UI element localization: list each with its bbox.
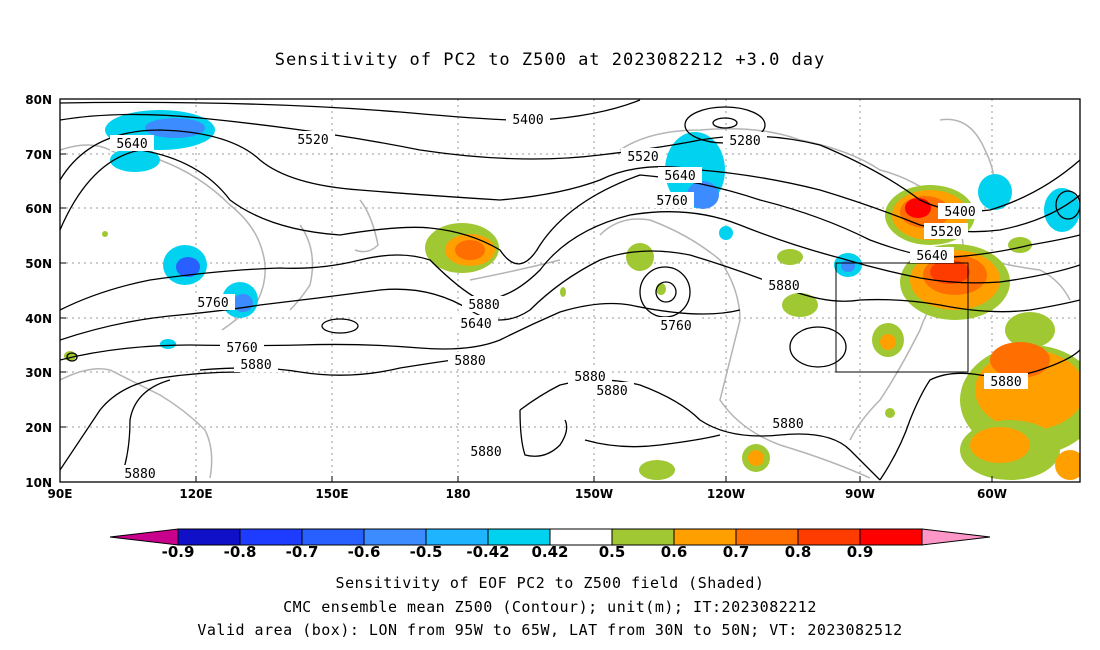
contour-label: 5280	[723, 132, 767, 149]
map-title: Sensitivity of PC2 to Z500 at 2023082212…	[274, 50, 826, 70]
contour-label: 5880	[568, 368, 612, 385]
contour-label: 5640	[454, 315, 498, 332]
lon-label: 120W	[707, 487, 745, 501]
colorbar-tick-label: 0.7	[723, 543, 750, 561]
contour-label: 5520	[924, 223, 968, 240]
lat-label: 20N	[25, 421, 52, 435]
svg-text:5760: 5760	[226, 341, 257, 356]
lon-label: 60W	[977, 487, 1007, 501]
colorbar-tick-label: -0.6	[348, 543, 381, 561]
svg-text:5520: 5520	[930, 225, 961, 240]
svg-text:5880: 5880	[124, 467, 155, 482]
caption-valid-area: Valid area (box): LON from 95W to 65W, L…	[197, 621, 903, 639]
svg-text:5760: 5760	[660, 319, 691, 334]
contour-label: 5400	[506, 111, 550, 128]
colorbar-tick-label: 0.8	[785, 543, 812, 561]
svg-text:5640: 5640	[460, 317, 491, 332]
contour-label: 5880	[234, 356, 278, 373]
svg-text:5520: 5520	[297, 133, 328, 148]
colorbar-tick-label: -0.42	[466, 543, 509, 561]
contour-label: 5880	[448, 352, 492, 369]
latitude-labels: 80N 70N 60N 50N 40N 30N 20N 10N	[25, 93, 52, 490]
contour-label: 5640	[910, 247, 954, 264]
lat-label: 30N	[25, 366, 52, 380]
contour-label: 5760	[650, 192, 694, 209]
lat-label: 80N	[25, 93, 52, 107]
contour-labels: 5640 5520 5400 5280 5520 5640 5760 5400 5520 5640…	[110, 111, 1028, 482]
colorbar-tick-label: -0.5	[410, 543, 443, 561]
lon-label: 150E	[315, 487, 348, 501]
lat-label: 40N	[25, 312, 52, 326]
lon-label: 90E	[48, 487, 73, 501]
svg-text:5880: 5880	[240, 358, 271, 373]
contour-label: 5520	[291, 131, 335, 148]
colorbar-tick-label: -0.9	[162, 543, 195, 561]
colorbar-tick-label: 0.42	[531, 543, 568, 561]
svg-text:5280: 5280	[729, 134, 760, 149]
contour-label: 5520	[621, 148, 665, 165]
lon-label: 90W	[845, 487, 875, 501]
longitude-labels: 90E 120E 150E 180 150W 120W 90W 60W	[48, 487, 1007, 501]
contour-label: 5400	[938, 203, 982, 220]
contour-label: 5760	[220, 339, 264, 356]
svg-text:5880: 5880	[990, 375, 1021, 390]
contour-label: 5880	[464, 443, 508, 460]
lon-label: 150W	[575, 487, 613, 501]
colorbar	[109, 528, 991, 546]
svg-text:5880: 5880	[470, 445, 501, 460]
colorbar-tick-label: -0.8	[224, 543, 257, 561]
svg-text:5880: 5880	[596, 384, 627, 399]
contour-label: 5760	[191, 294, 235, 311]
svg-text:5880: 5880	[772, 417, 803, 432]
lat-label: 50N	[25, 257, 52, 271]
svg-text:5760: 5760	[656, 194, 687, 209]
lon-label: 180	[445, 487, 470, 501]
lat-label: 60N	[25, 202, 52, 216]
contour-label: 5640	[110, 135, 154, 152]
svg-text:5880: 5880	[574, 370, 605, 385]
contour-label: 5880	[590, 382, 634, 399]
caption-shading: Sensitivity of EOF PC2 to Z500 field (Sh…	[335, 574, 765, 592]
svg-text:5760: 5760	[197, 296, 228, 311]
colorbar-labels: -0.9 -0.8 -0.7 -0.6 -0.5 -0.42 0.42 0.5 0.6 0.7 0.…	[162, 543, 874, 561]
svg-text:5880: 5880	[768, 279, 799, 294]
map-frame	[59, 98, 1081, 483]
contour-label: 5880	[118, 465, 162, 482]
colorbar-tick-label: -0.7	[286, 543, 319, 561]
contour-label: 5880	[762, 277, 806, 294]
caption-contour: CMC ensemble mean Z500 (Contour); unit(m…	[283, 598, 817, 616]
svg-text:5520: 5520	[627, 150, 658, 165]
contour-label: 5640	[658, 167, 702, 184]
valid-area-box	[835, 262, 969, 373]
lon-label: 120E	[179, 487, 212, 501]
lat-label: 70N	[25, 148, 52, 162]
svg-text:5640: 5640	[116, 137, 147, 152]
svg-text:5880: 5880	[468, 298, 499, 313]
contour-label: 5880	[766, 415, 810, 432]
svg-text:5640: 5640	[916, 249, 947, 264]
svg-text:5400: 5400	[944, 205, 975, 220]
svg-text:5880: 5880	[454, 354, 485, 369]
contour-label: 5880	[984, 373, 1028, 390]
contour-label: 5880	[462, 296, 506, 313]
svg-text:5400: 5400	[512, 113, 543, 128]
tick-marks	[60, 98, 993, 483]
colorbar-tick-label: 0.9	[847, 543, 874, 561]
colorbar-tick-label: 0.5	[599, 543, 626, 561]
colorbar-max-arrow	[921, 528, 991, 546]
contour-label: 5760	[654, 317, 698, 334]
svg-text:5640: 5640	[664, 169, 695, 184]
lat-label: 10N	[25, 476, 52, 490]
colorbar-tick-label: 0.6	[661, 543, 688, 561]
